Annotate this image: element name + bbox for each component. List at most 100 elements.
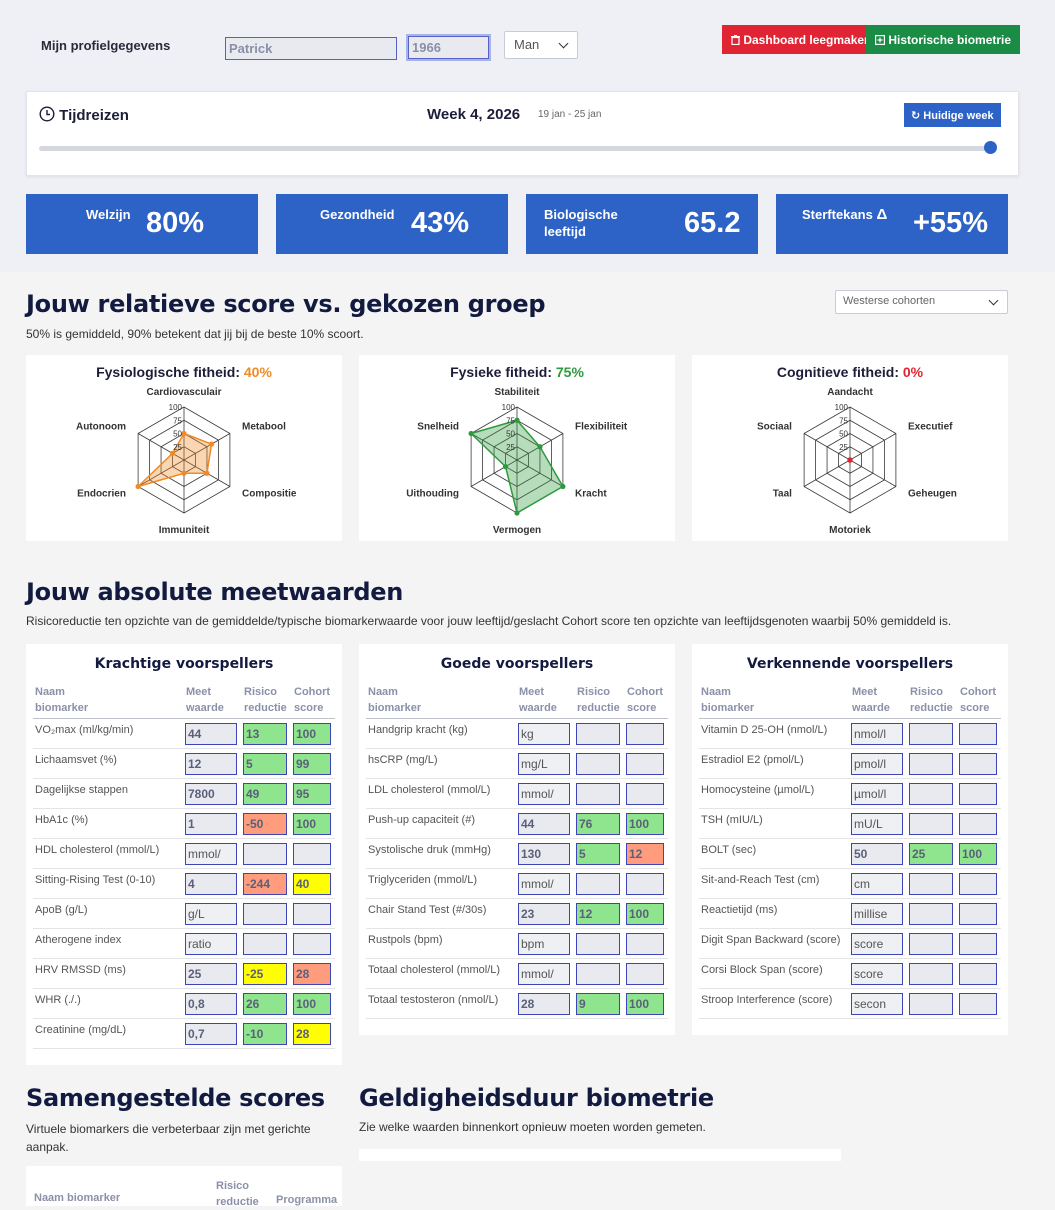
risk-reduction-field bbox=[243, 933, 287, 955]
radar-axis-label: Executief bbox=[908, 422, 953, 433]
header-cohort: Cohort score bbox=[960, 686, 997, 714]
measured-value-input[interactable]: g/L bbox=[185, 903, 237, 925]
measured-value-input[interactable]: nmol/l bbox=[851, 723, 903, 745]
cohort-score-field: 100 bbox=[626, 903, 664, 925]
measured-value-input[interactable]: mmol/ bbox=[518, 963, 570, 985]
header-cohort: Cohort score bbox=[294, 686, 331, 714]
radar-card-physical: Fysieke fitheid: 75% 25 50 75 100 Stabilitei… bbox=[359, 355, 675, 541]
radar-spoke bbox=[137, 459, 185, 487]
measured-value-input[interactable]: 44 bbox=[518, 813, 570, 835]
measured-value-input[interactable]: 12 bbox=[185, 753, 237, 775]
radar-axis-label: Stabiliteit bbox=[494, 387, 540, 398]
measured-value-input[interactable]: mU/L bbox=[851, 813, 903, 835]
biomarker-name: Stroop Interference (score) bbox=[701, 994, 833, 1006]
cohort-score-field bbox=[293, 933, 331, 955]
week-slider-thumb[interactable] bbox=[984, 141, 997, 154]
measured-value-input[interactable]: mmol/ bbox=[518, 783, 570, 805]
risk-reduction-field bbox=[576, 723, 620, 745]
clock-icon bbox=[39, 106, 55, 122]
measured-value-input[interactable]: bpm bbox=[518, 933, 570, 955]
radar-spoke bbox=[849, 459, 897, 487]
name-input[interactable] bbox=[225, 37, 397, 60]
cohort-select[interactable]: Westerse cohorten bbox=[835, 290, 1008, 314]
radar-tick-label: 50 bbox=[839, 430, 848, 439]
clear-dashboard-button[interactable]: Dashboard leegmaken bbox=[722, 25, 881, 54]
measured-value-input[interactable]: kg bbox=[518, 723, 570, 745]
cohort-score-field bbox=[626, 933, 664, 955]
measured-value-input[interactable]: 0,7 bbox=[185, 1023, 237, 1045]
table-row: ApoB (g/L) g/L bbox=[33, 899, 335, 929]
radar-axis-label: Kracht bbox=[575, 489, 607, 500]
radar-axis-label: Snelheid bbox=[417, 422, 459, 433]
radar-tick-label: 50 bbox=[506, 430, 515, 439]
risk-reduction-field: -25 bbox=[243, 963, 287, 985]
measured-value-input[interactable]: millise bbox=[851, 903, 903, 925]
measured-value-input[interactable]: 1 bbox=[185, 813, 237, 835]
header-cohort: Cohort score bbox=[627, 686, 664, 714]
measured-value-input[interactable]: mmol/ bbox=[185, 843, 237, 865]
biomarker-name: TSH (mIU/L) bbox=[701, 814, 763, 826]
cohort-score-field: 28 bbox=[293, 1023, 331, 1045]
radar-series-area bbox=[137, 432, 213, 488]
cohort-score-field: 99 bbox=[293, 753, 331, 775]
radar-spoke bbox=[803, 459, 851, 487]
birth-year-input[interactable] bbox=[406, 34, 491, 61]
measured-value-input[interactable]: secon bbox=[851, 993, 903, 1015]
cohort-score-field bbox=[959, 813, 997, 835]
radar-tick-label: 50 bbox=[173, 430, 182, 439]
risk-reduction-field bbox=[909, 783, 953, 805]
cohort-score-field: 28 bbox=[293, 963, 331, 985]
week-slider[interactable] bbox=[39, 146, 997, 151]
risk-reduction-field bbox=[576, 933, 620, 955]
measured-value-input[interactable]: 44 bbox=[185, 723, 237, 745]
risk-reduction-field bbox=[576, 753, 620, 775]
table-row: VO₂max (ml/kg/min) 44 13 100 bbox=[33, 719, 335, 749]
measured-value-input[interactable]: 4 bbox=[185, 873, 237, 895]
radar-point bbox=[208, 441, 215, 447]
metric-gezondheid: Gezondheid 43% bbox=[276, 194, 508, 254]
radar-spoke bbox=[849, 433, 897, 461]
measured-value-input[interactable]: 130 bbox=[518, 843, 570, 865]
measured-value-input[interactable]: 28 bbox=[518, 993, 570, 1015]
measured-value-input[interactable]: score bbox=[851, 933, 903, 955]
measured-value-input[interactable]: 50 bbox=[851, 843, 903, 865]
biomarker-name: Sit-and-Reach Test (cm) bbox=[701, 874, 820, 886]
radar-point bbox=[135, 483, 141, 490]
table-row: Rustpols (bpm) bpm bbox=[366, 929, 668, 959]
table-row: Stroop Interference (score) secon bbox=[699, 989, 1001, 1019]
week-range: 19 jan - 25 jan bbox=[538, 109, 602, 120]
measured-value-input[interactable]: mg/L bbox=[518, 753, 570, 775]
biomarker-name: Totaal cholesterol (mmol/L) bbox=[368, 964, 501, 976]
measured-value-input[interactable]: 0,8 bbox=[185, 993, 237, 1015]
historical-biometry-button[interactable]: Historische biometrie bbox=[866, 25, 1021, 54]
measured-value-input[interactable]: 25 bbox=[185, 963, 237, 985]
composite-scores-subtitle: Virtuele biomarkers die verbeterbaar zij… bbox=[26, 1122, 311, 1154]
cohort-score-field bbox=[959, 993, 997, 1015]
measured-value-input[interactable]: score bbox=[851, 963, 903, 985]
cohort-score-field bbox=[959, 783, 997, 805]
cohort-score-field bbox=[293, 903, 331, 925]
refresh-icon: ↻ bbox=[911, 110, 921, 122]
measured-value-input[interactable]: 7800 bbox=[185, 783, 237, 805]
table-title: Verkennende voorspellers bbox=[746, 656, 954, 672]
radar-tick-label: 75 bbox=[839, 416, 848, 425]
current-week-button[interactable]: ↻ Huidige week bbox=[904, 103, 1001, 127]
risk-reduction-field: 76 bbox=[576, 813, 620, 835]
biomarker-name: Reactietijd (ms) bbox=[701, 904, 778, 916]
measured-value-input[interactable]: pmol/l bbox=[851, 753, 903, 775]
measured-value-input[interactable]: cm bbox=[851, 873, 903, 895]
table-title: Krachtige voorspellers bbox=[94, 656, 274, 672]
absolute-values-subtitle: Risicoreductie ten opzichte van de gemid… bbox=[26, 614, 952, 628]
gender-select[interactable]: Man bbox=[504, 31, 578, 59]
measured-value-input[interactable]: 23 bbox=[518, 903, 570, 925]
radar-spoke bbox=[137, 433, 185, 461]
biomarker-name: Dagelijkse stappen bbox=[35, 784, 128, 796]
measured-value-input[interactable]: µmol/l bbox=[851, 783, 903, 805]
measured-value-input[interactable]: ratio bbox=[185, 933, 237, 955]
table-row: Digit Span Backward (score) score bbox=[699, 929, 1001, 959]
risk-reduction-field bbox=[909, 993, 953, 1015]
biomarker-name: WHR (./.) bbox=[35, 994, 81, 1006]
table-exploratory-predictors: Verkennende voorspellers Naam biomarker Me… bbox=[692, 644, 1008, 1035]
measured-value-input[interactable]: mmol/ bbox=[518, 873, 570, 895]
radar-axis-label: Flexibiliteit bbox=[575, 422, 628, 433]
